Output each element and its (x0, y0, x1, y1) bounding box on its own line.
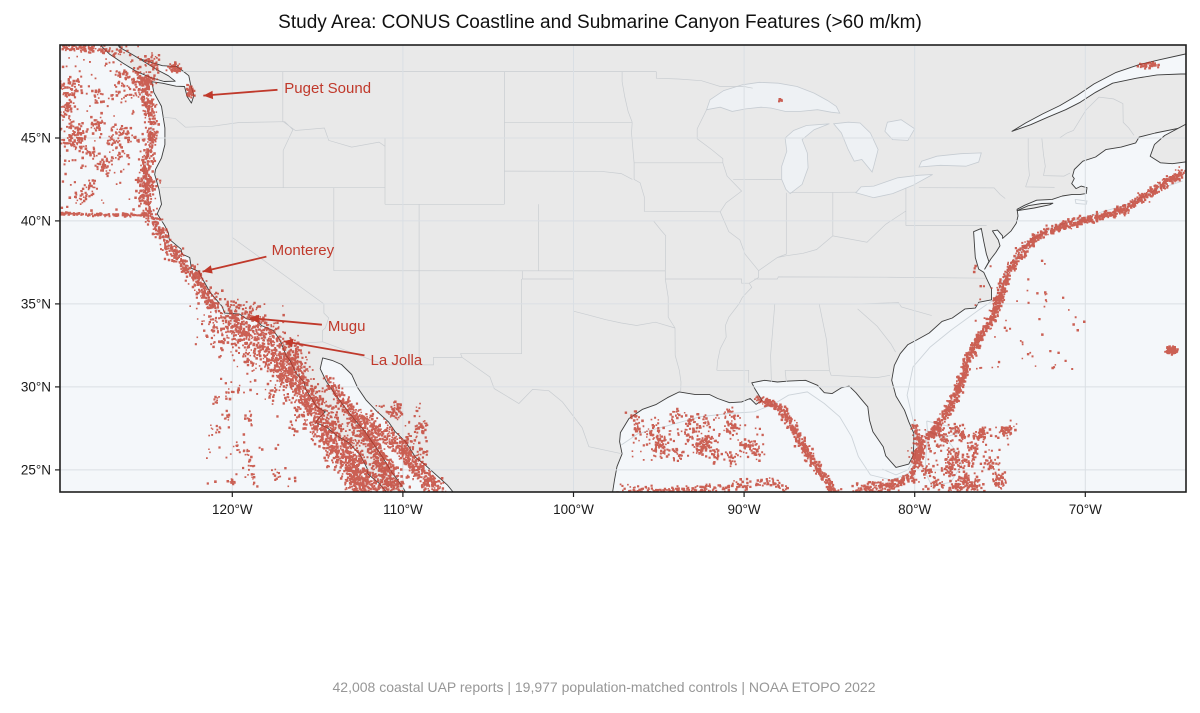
plot-frame (59, 44, 1187, 493)
x-axis-tick-label: 100°W (553, 502, 594, 517)
annotation-arrow (203, 88, 278, 97)
land-polygon (1016, 202, 1054, 212)
y-axis-tick-label: 40°N (21, 213, 51, 228)
annotation-label: Puget Sound (284, 80, 371, 97)
great-lake (884, 119, 916, 141)
x-axis-tick-label: 110°W (383, 502, 423, 517)
annotation-label: La Jolla (371, 352, 423, 369)
y-axis-tick-label: 45°N (21, 131, 51, 146)
x-axis-tick-label: 120°W (212, 502, 253, 517)
x-axis-tick-label: 70°W (1069, 502, 1102, 517)
annotation-arrowhead (249, 314, 260, 324)
axes-layer: 120°W 110°W 100°W 90°W 80°W 70°W 45°N 40°N 35°N 3… (21, 44, 1187, 517)
map-plot-area: Puget Sound Monterey Mugu La Jolla (60, 45, 1186, 492)
y-axis-tick-label: 30°N (21, 379, 51, 394)
chart-title: Study Area: CONUS Coastline and Submarin… (278, 12, 922, 33)
great-lake (781, 123, 830, 195)
y-axis-tick-label: 25°N (21, 462, 51, 477)
land-polygon (1149, 123, 1186, 165)
x-axis-tick-label: 90°W (728, 502, 761, 517)
y-axis-tick-label: 35°N (21, 296, 51, 311)
great-lake (918, 152, 982, 168)
annotation-arrow (202, 255, 267, 273)
great-lake (832, 121, 879, 173)
x-axis-tick-label: 80°W (898, 502, 931, 517)
annotation-arrow (249, 317, 322, 326)
annotations-layer: Puget Sound Monterey Mugu La Jolla (202, 80, 423, 369)
great-lake (705, 81, 841, 114)
annotation-arrowhead (283, 338, 294, 348)
annotation-arrow (283, 340, 365, 357)
annotation-arrowhead (202, 265, 213, 274)
great-lake (855, 174, 933, 199)
annotation-arrowhead (203, 90, 214, 100)
caption: 42,008 coastal UAP reports | 19,977 popu… (333, 679, 876, 695)
annotation-label: Mugu (328, 318, 366, 335)
annotation-label: Monterey (272, 242, 335, 259)
grid-lines (60, 45, 1186, 492)
